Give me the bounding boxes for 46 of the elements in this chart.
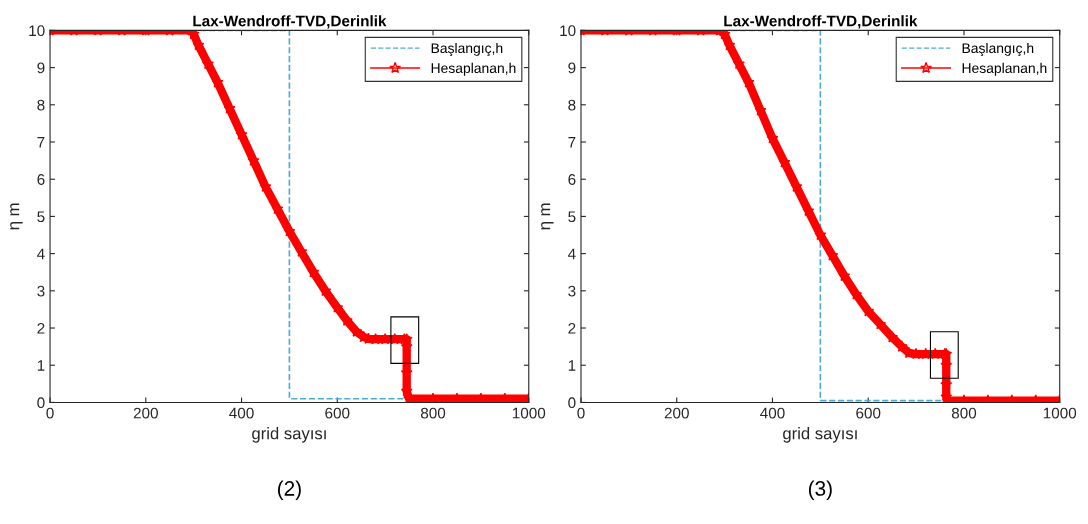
y-tick-label: 4 xyxy=(567,248,576,260)
x-tick-label: 600 xyxy=(856,407,881,419)
y-tick-label: 2 xyxy=(37,322,45,334)
y-tick-label: 5 xyxy=(37,211,45,223)
y-tick-label: 1 xyxy=(37,360,45,371)
chart-title: Lax-Wendroff-TVD,Derinlik xyxy=(193,15,387,29)
x-tick-label: 0 xyxy=(577,407,585,419)
x-axis-title: grid sayısı xyxy=(783,427,857,443)
y-tick-label: 10 xyxy=(560,25,576,37)
text: (3) xyxy=(808,480,832,500)
y-tick-label: 10 xyxy=(29,25,45,37)
y-tick-label: 9 xyxy=(568,62,576,74)
x-tick-label: 1000 xyxy=(512,407,546,419)
y-axis-title: η m xyxy=(10,203,23,230)
y-tick-label: 8 xyxy=(568,99,576,111)
x-axis-title: grid sayısı xyxy=(252,427,326,443)
text: (2) xyxy=(277,480,301,500)
x-tick-label: 200 xyxy=(664,407,689,419)
y-tick-label: 0 xyxy=(568,397,576,409)
x-tick-label: 1000 xyxy=(1043,407,1077,419)
x-tick-label: 0 xyxy=(46,407,54,419)
y-tick-label: 6 xyxy=(37,174,45,185)
y-tick-label: 1 xyxy=(568,360,576,371)
legend-label: Başlangıç,h xyxy=(962,42,1034,56)
chart-title: Lax-Wendroff-TVD,Derinlik xyxy=(724,15,918,29)
y-tick-label: 2 xyxy=(568,322,576,334)
y-tick-label: 6 xyxy=(568,174,576,185)
legend-label: Hesaplanan,h xyxy=(962,62,1047,76)
x-tick-label: 400 xyxy=(760,407,785,419)
legend-label: Hesaplanan,h xyxy=(431,62,516,76)
x-tick-label: 800 xyxy=(420,407,446,419)
y-tick-label: 3 xyxy=(568,285,576,297)
y-tick-label: 4 xyxy=(37,248,45,260)
y-tick-label: 7 xyxy=(37,137,45,148)
legend-label: Başlangıç,h xyxy=(431,42,503,56)
y-axis-title: η m xyxy=(541,203,554,230)
x-tick-label: 400 xyxy=(229,407,254,419)
y-tick-label: 8 xyxy=(37,99,45,111)
y-tick-label: 7 xyxy=(568,137,576,148)
y-tick-label: 5 xyxy=(568,211,576,223)
y-tick-label: 0 xyxy=(37,397,45,409)
y-tick-label: 9 xyxy=(37,62,45,74)
y-tick-label: 3 xyxy=(37,285,45,297)
x-tick-label: 200 xyxy=(133,407,158,419)
x-tick-label: 600 xyxy=(325,407,350,419)
x-tick-label: 800 xyxy=(951,407,977,419)
